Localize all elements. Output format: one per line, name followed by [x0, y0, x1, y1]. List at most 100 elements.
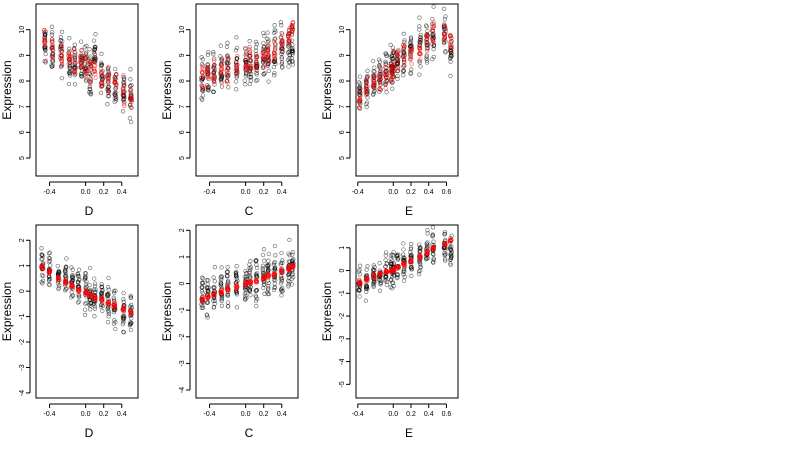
data-point: [248, 74, 253, 79]
data-point: [211, 70, 217, 75]
data-point: [225, 73, 231, 79]
data-point: [99, 296, 104, 302]
data-point: [262, 62, 267, 67]
data-point: [120, 308, 125, 313]
data-point: [356, 80, 362, 85]
data-point: [234, 305, 239, 310]
data-point: [199, 55, 204, 60]
data-point: [416, 271, 422, 277]
data-point: [390, 74, 396, 80]
data-point: [280, 288, 285, 294]
data-point: [199, 69, 204, 74]
data-point: [383, 65, 388, 70]
data-point: [371, 85, 376, 90]
data-point: [401, 247, 406, 252]
data-point: [286, 267, 291, 272]
data-point: [211, 72, 217, 77]
data-point: [224, 44, 230, 49]
data-point: [425, 231, 430, 236]
data-point: [418, 57, 423, 62]
data-point: [287, 56, 292, 61]
data-point: [364, 85, 369, 90]
data-point: [106, 287, 111, 292]
x-axis-title: C: [245, 426, 254, 440]
data-point: [105, 75, 110, 80]
data-point: [211, 285, 216, 290]
data-point: [205, 285, 210, 290]
data-point: [233, 60, 239, 65]
data-point: [266, 53, 271, 58]
data-point: [129, 97, 134, 103]
data-point: [129, 119, 134, 125]
data-point: [47, 276, 53, 282]
data-point: [384, 282, 390, 288]
plot-frame: [355, 3, 459, 177]
data-point: [199, 305, 204, 310]
plot-frame: [35, 224, 139, 399]
data-point: [204, 71, 210, 77]
data-point: [219, 277, 224, 282]
data-point: [75, 279, 81, 284]
data-point: [260, 266, 265, 271]
data-point: [211, 285, 217, 291]
data-point: [98, 90, 104, 95]
data-point: [127, 304, 133, 309]
data-point: [391, 48, 396, 53]
data-point: [357, 287, 362, 292]
data-point: [448, 257, 453, 263]
x-axis: -0.4 0.0 0.2 0.4 C: [204, 403, 287, 440]
x-tick-label: 0.4: [277, 189, 287, 196]
data-point: [431, 20, 436, 25]
data-point: [92, 294, 97, 299]
data-point: [50, 39, 55, 44]
data-point: [357, 102, 363, 108]
data-point: [40, 273, 46, 279]
y-tick-label: -2: [339, 313, 346, 319]
x-tick-label: -0.4: [204, 189, 216, 196]
data-point: [443, 258, 448, 263]
y-tick-label: 9: [339, 53, 346, 57]
data-point: [364, 78, 369, 83]
data-point: [106, 314, 111, 319]
data-point: [113, 66, 118, 72]
data-point: [253, 294, 259, 300]
data-point: [247, 61, 252, 66]
data-point: [262, 34, 267, 39]
data-point: [59, 75, 64, 81]
data-point: [234, 35, 239, 40]
data-point: [371, 91, 376, 96]
data-point: [357, 263, 363, 268]
data-point: [88, 59, 93, 65]
x-tick-label: 0.4: [117, 189, 127, 196]
data-point: [200, 276, 206, 281]
data-point: [99, 291, 104, 296]
data-point: [242, 78, 247, 83]
data-point: [88, 76, 93, 81]
data-point: [442, 22, 447, 28]
data-point: [205, 66, 211, 71]
data-point: [247, 66, 252, 71]
data-point: [219, 61, 225, 67]
y-tick-label: 10: [19, 26, 26, 34]
data-point: [255, 77, 260, 83]
data-point: [261, 72, 266, 77]
data-point: [266, 283, 271, 289]
data-point: [76, 267, 82, 272]
data-point: [247, 44, 252, 50]
data-point: [418, 38, 423, 43]
data-point: [56, 268, 61, 274]
y-tick-label: 5: [179, 156, 186, 160]
data-point: [365, 84, 370, 89]
data-point: [247, 281, 253, 286]
data-point: [99, 282, 104, 287]
data-point: [442, 252, 447, 258]
data-point: [290, 250, 295, 255]
data-point: [219, 265, 224, 270]
data-point: [266, 274, 271, 280]
data-point: [128, 95, 133, 101]
data-point: [272, 265, 278, 271]
data-point: [234, 71, 240, 76]
data-point: [129, 93, 134, 98]
data-point: [105, 87, 110, 93]
data-point: [408, 38, 414, 43]
